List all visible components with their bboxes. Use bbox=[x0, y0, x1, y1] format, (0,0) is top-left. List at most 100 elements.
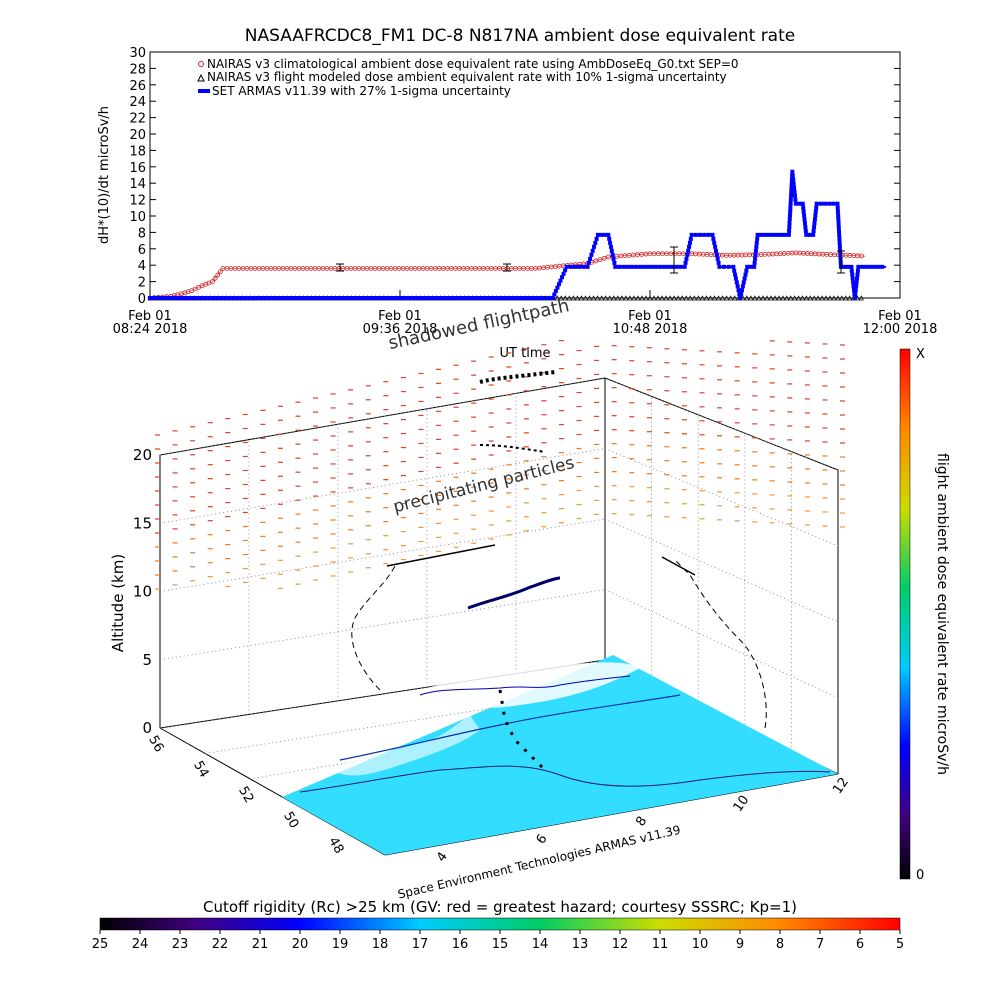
series-point bbox=[631, 295, 637, 301]
series-point bbox=[855, 268, 860, 273]
series-point bbox=[687, 244, 692, 249]
series-point bbox=[780, 295, 786, 301]
series-point bbox=[191, 296, 196, 300]
series-point bbox=[599, 232, 604, 237]
series-point bbox=[227, 296, 232, 300]
lon-tick-label: 4 bbox=[434, 850, 451, 865]
series-point bbox=[776, 295, 782, 301]
series-point bbox=[802, 213, 807, 218]
series-point bbox=[231, 296, 236, 300]
series-point bbox=[451, 296, 456, 300]
series-point bbox=[815, 295, 821, 301]
top-x-axis-label: UT time bbox=[500, 346, 551, 361]
series-point bbox=[742, 276, 747, 281]
series-point bbox=[835, 209, 840, 214]
error-bars bbox=[336, 246, 845, 274]
series-point bbox=[666, 264, 671, 269]
legend-modeled: NAIRAS v3 flight modeled dose ambient eq… bbox=[207, 70, 727, 84]
series-point bbox=[263, 296, 268, 300]
series-point bbox=[339, 296, 344, 300]
z-tick-label: 20 bbox=[133, 446, 152, 464]
series-point bbox=[827, 295, 833, 301]
series-point bbox=[427, 296, 432, 300]
series-point bbox=[823, 201, 827, 206]
series-point bbox=[623, 295, 629, 301]
top-y-tick-label: 0 bbox=[138, 292, 146, 307]
series-point bbox=[768, 295, 774, 301]
series-point bbox=[355, 296, 360, 300]
series-point bbox=[860, 264, 865, 269]
series-point bbox=[526, 296, 531, 300]
series-point bbox=[590, 248, 595, 253]
colorbar-tick-label: 25 bbox=[92, 937, 109, 952]
series-point bbox=[687, 240, 692, 245]
series-point bbox=[784, 295, 790, 301]
grid-line bbox=[604, 377, 839, 471]
series-point bbox=[564, 264, 569, 269]
series-point bbox=[335, 296, 340, 300]
series-point bbox=[627, 295, 633, 301]
series-point bbox=[814, 205, 819, 210]
series-point bbox=[471, 296, 476, 300]
series-point bbox=[682, 264, 687, 269]
series-point bbox=[782, 232, 787, 237]
series-point bbox=[689, 232, 694, 237]
series-point bbox=[788, 209, 793, 214]
series-point bbox=[510, 296, 515, 300]
colorbar-tick-label: 7 bbox=[816, 937, 824, 952]
series-armas bbox=[148, 169, 887, 300]
series-point bbox=[853, 288, 858, 293]
series-point bbox=[755, 232, 760, 237]
series-point bbox=[812, 217, 817, 222]
top-y-tick-label: 18 bbox=[129, 144, 146, 159]
series-point bbox=[555, 285, 560, 290]
series-line bbox=[149, 252, 866, 299]
series-point bbox=[755, 236, 760, 241]
series-point bbox=[739, 292, 744, 297]
series-point bbox=[710, 232, 715, 237]
top-x-tick-label-time: 08:24 2018 bbox=[113, 322, 188, 337]
series-point bbox=[395, 296, 400, 300]
series-point bbox=[586, 260, 591, 265]
series-point bbox=[728, 295, 734, 301]
series-point bbox=[407, 296, 412, 300]
bottom-colorbar-title: Cutoff rigidity (Rc) >25 km (GV: red = g… bbox=[203, 898, 797, 916]
series-point bbox=[494, 296, 499, 300]
series-point bbox=[371, 296, 376, 300]
series-point bbox=[819, 295, 825, 301]
series-point bbox=[731, 264, 736, 269]
series-point bbox=[800, 201, 805, 206]
series-point bbox=[831, 201, 836, 206]
series-point bbox=[733, 276, 738, 281]
bottom-colorbar: Cutoff rigidity (Rc) >25 km (GV: red = g… bbox=[92, 898, 904, 952]
series-point bbox=[699, 295, 705, 301]
series-point bbox=[223, 296, 228, 300]
series-point bbox=[683, 260, 688, 265]
series-point bbox=[577, 264, 582, 269]
series-point bbox=[859, 253, 864, 259]
colorbar-tick-label: 8 bbox=[776, 937, 784, 952]
series-point bbox=[788, 295, 794, 301]
series-point bbox=[383, 296, 388, 300]
series-point bbox=[745, 264, 750, 269]
series-point bbox=[715, 295, 722, 301]
series-point bbox=[741, 280, 746, 285]
series-point bbox=[581, 264, 586, 269]
series-point bbox=[506, 296, 511, 300]
series-point bbox=[748, 295, 754, 301]
series-point bbox=[703, 295, 710, 301]
series-point bbox=[455, 296, 460, 300]
top-y-tick-label: 8 bbox=[138, 226, 146, 241]
series-point bbox=[570, 295, 576, 301]
series-point bbox=[850, 272, 855, 277]
series-point bbox=[207, 296, 212, 300]
series-point bbox=[534, 296, 539, 300]
series-point bbox=[275, 296, 280, 300]
series-point bbox=[403, 296, 408, 300]
series-point bbox=[674, 264, 679, 269]
top-x-tick-label-time: 12:00 2018 bbox=[863, 322, 938, 337]
legend-marker-modeled bbox=[197, 73, 205, 82]
series-point bbox=[787, 217, 792, 222]
series-point bbox=[546, 296, 551, 300]
series-point bbox=[837, 237, 842, 242]
